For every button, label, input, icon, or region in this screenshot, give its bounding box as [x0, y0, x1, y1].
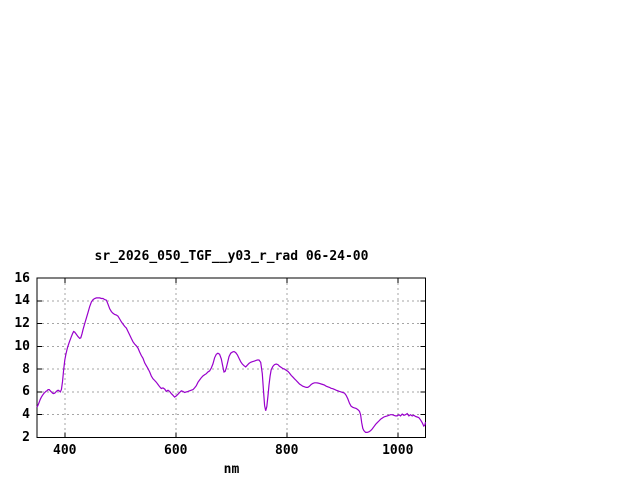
y-tick-label: 14: [14, 293, 30, 309]
y-tick-label: 12: [14, 316, 30, 332]
y-tick-label: 16: [14, 270, 30, 286]
plot-border: [36, 277, 426, 438]
y-tick-label: 10: [14, 338, 30, 354]
x-tick-label: 600: [164, 443, 188, 458]
chart-title: sr_2026_050_TGF__y03_r_rad 06-24-00: [94, 249, 369, 264]
x-tick-label: 400: [53, 443, 77, 458]
y-tick-label: 6: [22, 384, 30, 400]
x-axis-label: nm: [223, 462, 240, 477]
data-line: [36, 297, 427, 433]
y-tick-label: 8: [22, 361, 30, 377]
x-tick-label: 1000: [382, 443, 414, 458]
y-tick-label: 4: [22, 407, 30, 423]
x-tick-label: 800: [275, 443, 299, 458]
y-tick-label: 2: [22, 430, 30, 445]
